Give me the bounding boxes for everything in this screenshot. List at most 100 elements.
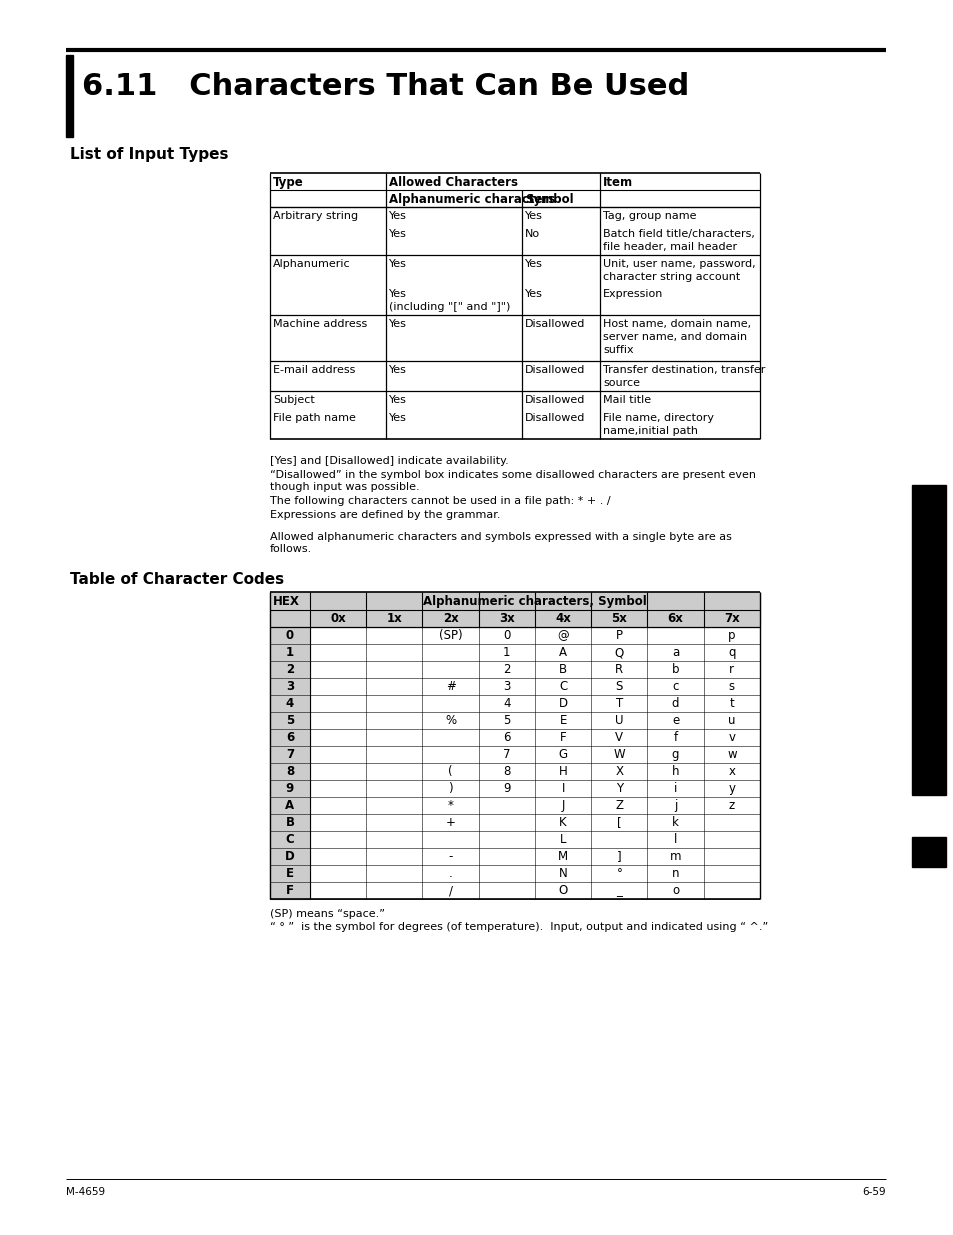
Text: Transfer destination, transfer
source: Transfer destination, transfer source: [602, 366, 764, 388]
Bar: [270, 814, 310, 831]
Text: i: i: [673, 782, 677, 795]
Text: 1: 1: [286, 646, 294, 659]
Bar: [270, 797, 310, 814]
Text: Yes: Yes: [389, 228, 406, 240]
Bar: [270, 864, 310, 882]
Text: Yes: Yes: [389, 395, 406, 405]
Text: 5: 5: [286, 714, 294, 727]
Bar: [270, 661, 310, 678]
Text: (SP) means “space.”: (SP) means “space.”: [270, 909, 385, 919]
Text: z: z: [728, 799, 734, 811]
Text: Mail title: Mail title: [602, 395, 651, 405]
Text: °: °: [616, 867, 621, 881]
Text: u: u: [727, 714, 735, 727]
Text: Alphanumeric: Alphanumeric: [273, 259, 351, 269]
Text: Allowed Characters: Allowed Characters: [389, 177, 517, 189]
Text: 5: 5: [502, 714, 510, 727]
Text: Type: Type: [273, 177, 303, 189]
Text: follows.: follows.: [270, 543, 312, 555]
Text: b: b: [671, 663, 679, 676]
Text: o: o: [671, 884, 679, 897]
Text: D: D: [558, 697, 567, 710]
Text: 1x: 1x: [386, 613, 402, 625]
Text: L: L: [559, 832, 566, 846]
Text: Disallowed: Disallowed: [524, 412, 585, 424]
Text: 4x: 4x: [555, 613, 571, 625]
Text: V: V: [615, 731, 622, 743]
Text: Yes: Yes: [389, 366, 406, 375]
Text: a: a: [671, 646, 679, 659]
Text: HEX: HEX: [273, 595, 299, 608]
Bar: [66, 56, 73, 137]
Text: 3: 3: [286, 680, 294, 693]
Text: Symbol: Symbol: [524, 193, 573, 206]
Text: C: C: [285, 832, 294, 846]
Text: 2: 2: [286, 663, 294, 676]
Text: Subject: Subject: [273, 395, 314, 405]
Text: E-mail address: E-mail address: [273, 366, 355, 375]
Text: Machine address: Machine address: [273, 319, 367, 329]
Text: 1: 1: [502, 646, 510, 659]
Text: M-4659: M-4659: [66, 1187, 105, 1197]
Text: T: T: [615, 697, 622, 710]
Text: A: A: [558, 646, 566, 659]
Text: Yes
(including "[" and "]"): Yes (including "[" and "]"): [389, 289, 510, 311]
Text: 8: 8: [286, 764, 294, 778]
Bar: [270, 729, 310, 746]
Text: k: k: [672, 816, 679, 829]
Text: #: #: [445, 680, 456, 693]
Text: +: +: [445, 816, 456, 829]
Text: A: A: [285, 799, 294, 811]
Text: 6: 6: [922, 844, 934, 861]
Text: N: N: [558, 867, 567, 881]
Text: K: K: [558, 816, 566, 829]
Text: Expression: Expression: [602, 289, 662, 299]
Text: Disallowed: Disallowed: [524, 395, 585, 405]
Text: O: O: [558, 884, 567, 897]
Text: 5x: 5x: [611, 613, 627, 625]
Text: Yes: Yes: [389, 319, 406, 329]
Bar: [270, 678, 310, 695]
Text: Arbitrary string: Arbitrary string: [273, 211, 357, 221]
Text: h: h: [671, 764, 679, 778]
Text: (: (: [448, 764, 453, 778]
Text: 7x: 7x: [723, 613, 739, 625]
Text: ): ): [448, 782, 453, 795]
Text: l: l: [673, 832, 677, 846]
Text: 6: 6: [502, 731, 510, 743]
Text: Yes: Yes: [524, 211, 542, 221]
Bar: [270, 643, 310, 661]
Text: p: p: [727, 629, 735, 642]
Bar: [270, 848, 310, 864]
Text: e: e: [671, 714, 679, 727]
Text: [Yes] and [Disallowed] indicate availability.: [Yes] and [Disallowed] indicate availabi…: [270, 456, 508, 466]
Text: 4: 4: [286, 697, 294, 710]
Text: 3x: 3x: [498, 613, 515, 625]
Bar: [270, 763, 310, 781]
Text: 9: 9: [286, 782, 294, 795]
Text: .: .: [448, 867, 452, 881]
Text: Disallowed: Disallowed: [524, 366, 585, 375]
Text: Y: Y: [616, 782, 622, 795]
Text: M: M: [558, 850, 568, 863]
Text: c: c: [672, 680, 679, 693]
Text: Alphanumeric characters, Symbol: Alphanumeric characters, Symbol: [423, 594, 646, 608]
Text: S: S: [615, 680, 622, 693]
Text: 6.11   Characters That Can Be Used: 6.11 Characters That Can Be Used: [82, 72, 688, 101]
Text: 6-59: 6-59: [862, 1187, 885, 1197]
Bar: [270, 610, 760, 627]
Text: 4: 4: [502, 697, 510, 710]
Text: F: F: [286, 884, 294, 897]
Text: j: j: [673, 799, 677, 811]
Text: P: P: [616, 629, 622, 642]
Text: m: m: [669, 850, 680, 863]
Text: Q: Q: [614, 646, 623, 659]
Text: s: s: [728, 680, 734, 693]
Text: No: No: [524, 228, 539, 240]
Text: ]: ]: [617, 850, 621, 863]
Text: *: *: [447, 799, 453, 811]
Text: 6x: 6x: [667, 613, 683, 625]
Text: F: F: [559, 731, 566, 743]
Text: y: y: [727, 782, 735, 795]
Text: “Disallowed” in the symbol box indicates some disallowed characters are present : “Disallowed” in the symbol box indicates…: [270, 471, 755, 480]
